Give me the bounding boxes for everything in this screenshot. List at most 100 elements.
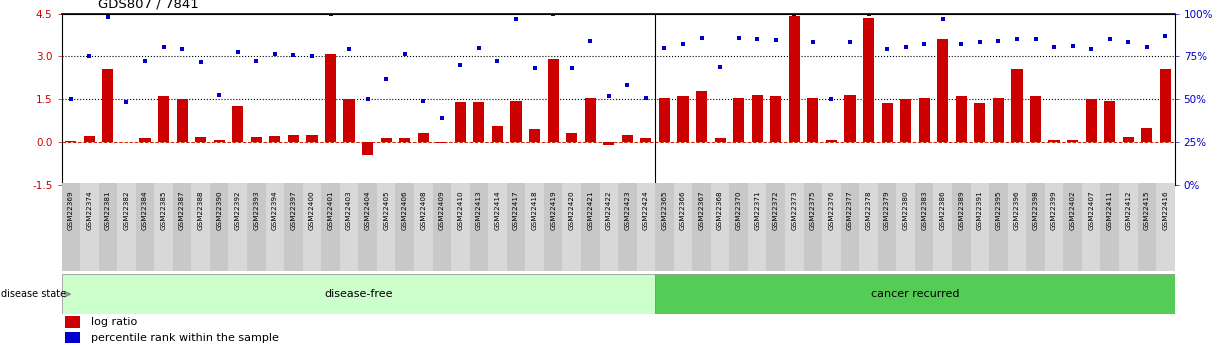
Point [303,54,322,59]
Text: GSM22395: GSM22395 [995,190,1001,229]
Text: GSM22392: GSM22392 [235,190,241,229]
Bar [566,133,577,142]
Bar [970,183,989,271]
Text: GSM22404: GSM22404 [364,190,370,229]
Bar [656,183,674,271]
Point [1100,36,1119,42]
Bar [766,183,785,271]
Text: GSM22390: GSM22390 [216,190,223,229]
Bar [919,98,930,142]
Text: GSM22367: GSM22367 [699,190,705,229]
Bar [752,95,763,142]
Point [1155,33,1175,39]
Bar [641,138,652,142]
Bar [1105,101,1116,142]
Bar [343,99,354,142]
Bar [177,99,188,142]
Bar [65,332,80,344]
Text: GSM22370: GSM22370 [736,190,742,229]
Point [822,96,841,101]
Point [117,99,137,105]
Bar [455,102,466,142]
Text: GSM22387: GSM22387 [180,190,184,229]
Bar [770,96,781,142]
Point [932,16,952,22]
Text: GSM22383: GSM22383 [921,190,927,229]
Point [636,95,656,100]
Point [1081,46,1101,51]
Bar [1123,137,1134,142]
Bar [696,91,707,142]
Bar [934,183,952,271]
Text: GSM22368: GSM22368 [717,190,723,229]
Text: GSM22420: GSM22420 [568,190,574,229]
Bar [1026,183,1044,271]
Bar [956,96,967,142]
Text: GSM22394: GSM22394 [272,190,278,229]
Bar [656,274,1184,314]
Bar [840,183,860,271]
Text: GSM22376: GSM22376 [829,190,834,229]
Point [1063,43,1082,48]
Bar [470,183,488,271]
Bar [678,96,689,142]
Point [914,41,934,47]
Point [803,40,823,45]
Text: GSM22424: GSM22424 [643,190,649,229]
Bar [863,18,875,142]
Bar [878,183,897,271]
Bar [785,183,803,271]
Bar [952,183,970,271]
Bar [622,135,633,142]
Bar [603,142,614,145]
Text: GSM22389: GSM22389 [958,190,964,229]
Text: GSM22410: GSM22410 [458,190,464,229]
Point [840,39,860,45]
Bar [529,129,540,142]
Bar [1030,96,1041,142]
Text: disease-free: disease-free [323,289,392,299]
Bar [339,183,358,271]
Text: GSM22413: GSM22413 [476,190,482,229]
Point [191,59,210,65]
Bar [451,183,470,271]
Point [673,41,692,47]
Bar [269,136,280,142]
Bar [157,96,169,142]
Bar [102,69,113,142]
Bar [897,183,915,271]
Bar [1101,183,1119,271]
Bar [415,183,433,271]
Bar [692,183,711,271]
Text: GSM22366: GSM22366 [680,190,686,229]
Bar [284,183,303,271]
Bar [715,138,726,142]
Text: GSM22405: GSM22405 [384,190,389,229]
Text: GSM22415: GSM22415 [1144,190,1150,229]
Bar [581,183,599,271]
Bar [825,140,836,142]
Text: GSM22414: GSM22414 [494,190,501,229]
Text: GSM22419: GSM22419 [550,190,556,229]
Bar [396,183,415,271]
Bar [510,101,522,142]
Point [228,49,247,55]
Point [895,45,915,50]
Text: GSM22401: GSM22401 [327,190,333,229]
Bar [711,183,729,271]
Text: GSM22379: GSM22379 [884,190,891,229]
Bar [1138,183,1156,271]
Text: GDS807 / 7841: GDS807 / 7841 [98,0,199,10]
Bar [358,183,376,271]
Point [989,38,1009,43]
Text: GSM22412: GSM22412 [1125,190,1132,229]
Bar [525,183,544,271]
Point [339,47,359,52]
Bar [474,102,485,142]
Point [581,38,600,43]
Bar [993,98,1004,142]
Text: GSM22375: GSM22375 [809,190,815,229]
Text: GSM22371: GSM22371 [754,190,760,229]
Point [1137,44,1156,49]
Point [62,96,81,102]
